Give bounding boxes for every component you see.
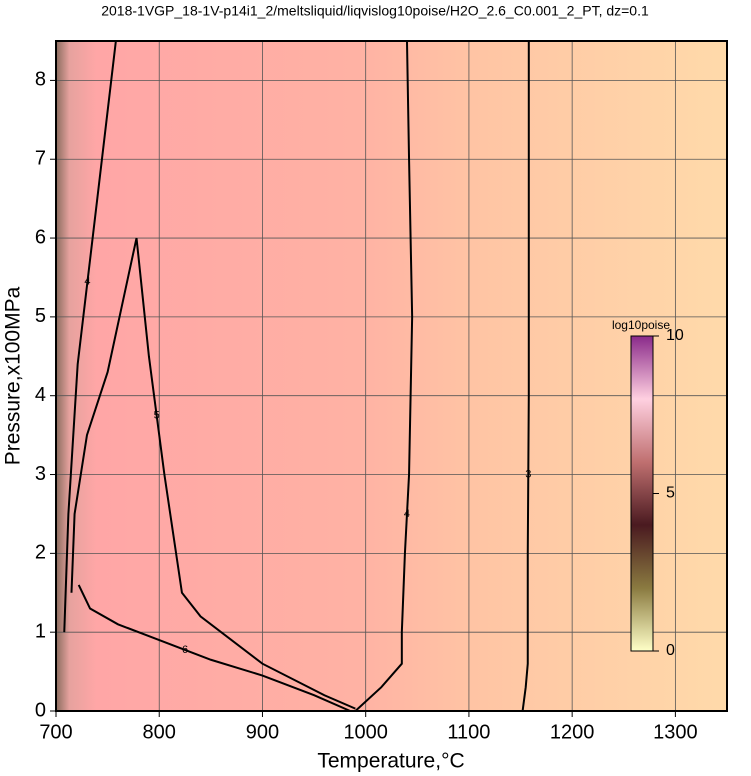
contour-line [354,40,414,712]
contour-label: 6 [182,644,188,656]
x-tick-label: 1200 [550,721,595,743]
contour-label: 4 [84,275,90,287]
x-axis-label: Temperature,°C [317,750,464,773]
y-tick-label: 6 [35,226,46,248]
contour-label: 3 [525,468,531,480]
colorbar-tick-label: 10 [666,327,684,344]
contour-line [70,237,356,710]
y-tick-label: 4 [35,384,46,406]
plot-background [56,41,727,711]
x-tick-label: 1100 [447,721,490,743]
contours: 3 4 5 6 4 [63,40,531,712]
plot-frame [55,40,728,712]
y-tick-label: 7 [35,148,46,170]
x-tick-label: 900 [246,721,279,743]
contour-label: 5 [154,409,160,421]
y-axis-label: Pressure,x100MPa [2,286,25,465]
x-tick-label: 800 [143,721,176,743]
colorbar [630,335,654,652]
x-tick-label: 700 [39,721,72,743]
chart-title: 2018-1VGP_18-1V-p14i1_2/meltsliquid/liqv… [101,3,649,19]
y-tick-label: 3 [35,463,46,485]
colorbar-label: log10poise [612,318,670,332]
axes: 700 800 900 1000 1100 1200 1300 0 1 2 3 4 5 6 7 8 0 5 10 [35,69,698,744]
colorbar-tick-label: 5 [666,485,675,502]
x-tick-label: 1300 [653,721,698,743]
colorbar-tick-label: 0 [666,642,675,659]
grid [55,41,727,712]
contour-label: 4 [404,508,410,520]
y-tick-label: 0 [35,699,46,721]
y-tick-label: 2 [35,542,46,564]
y-tick-label: 1 [35,620,46,642]
y-tick-label: 8 [35,69,46,91]
y-tick-label: 5 [35,305,46,327]
x-tick-label: 1000 [343,721,388,743]
contour-line [63,40,117,633]
contour-line [521,41,530,712]
contour-line [77,584,351,712]
